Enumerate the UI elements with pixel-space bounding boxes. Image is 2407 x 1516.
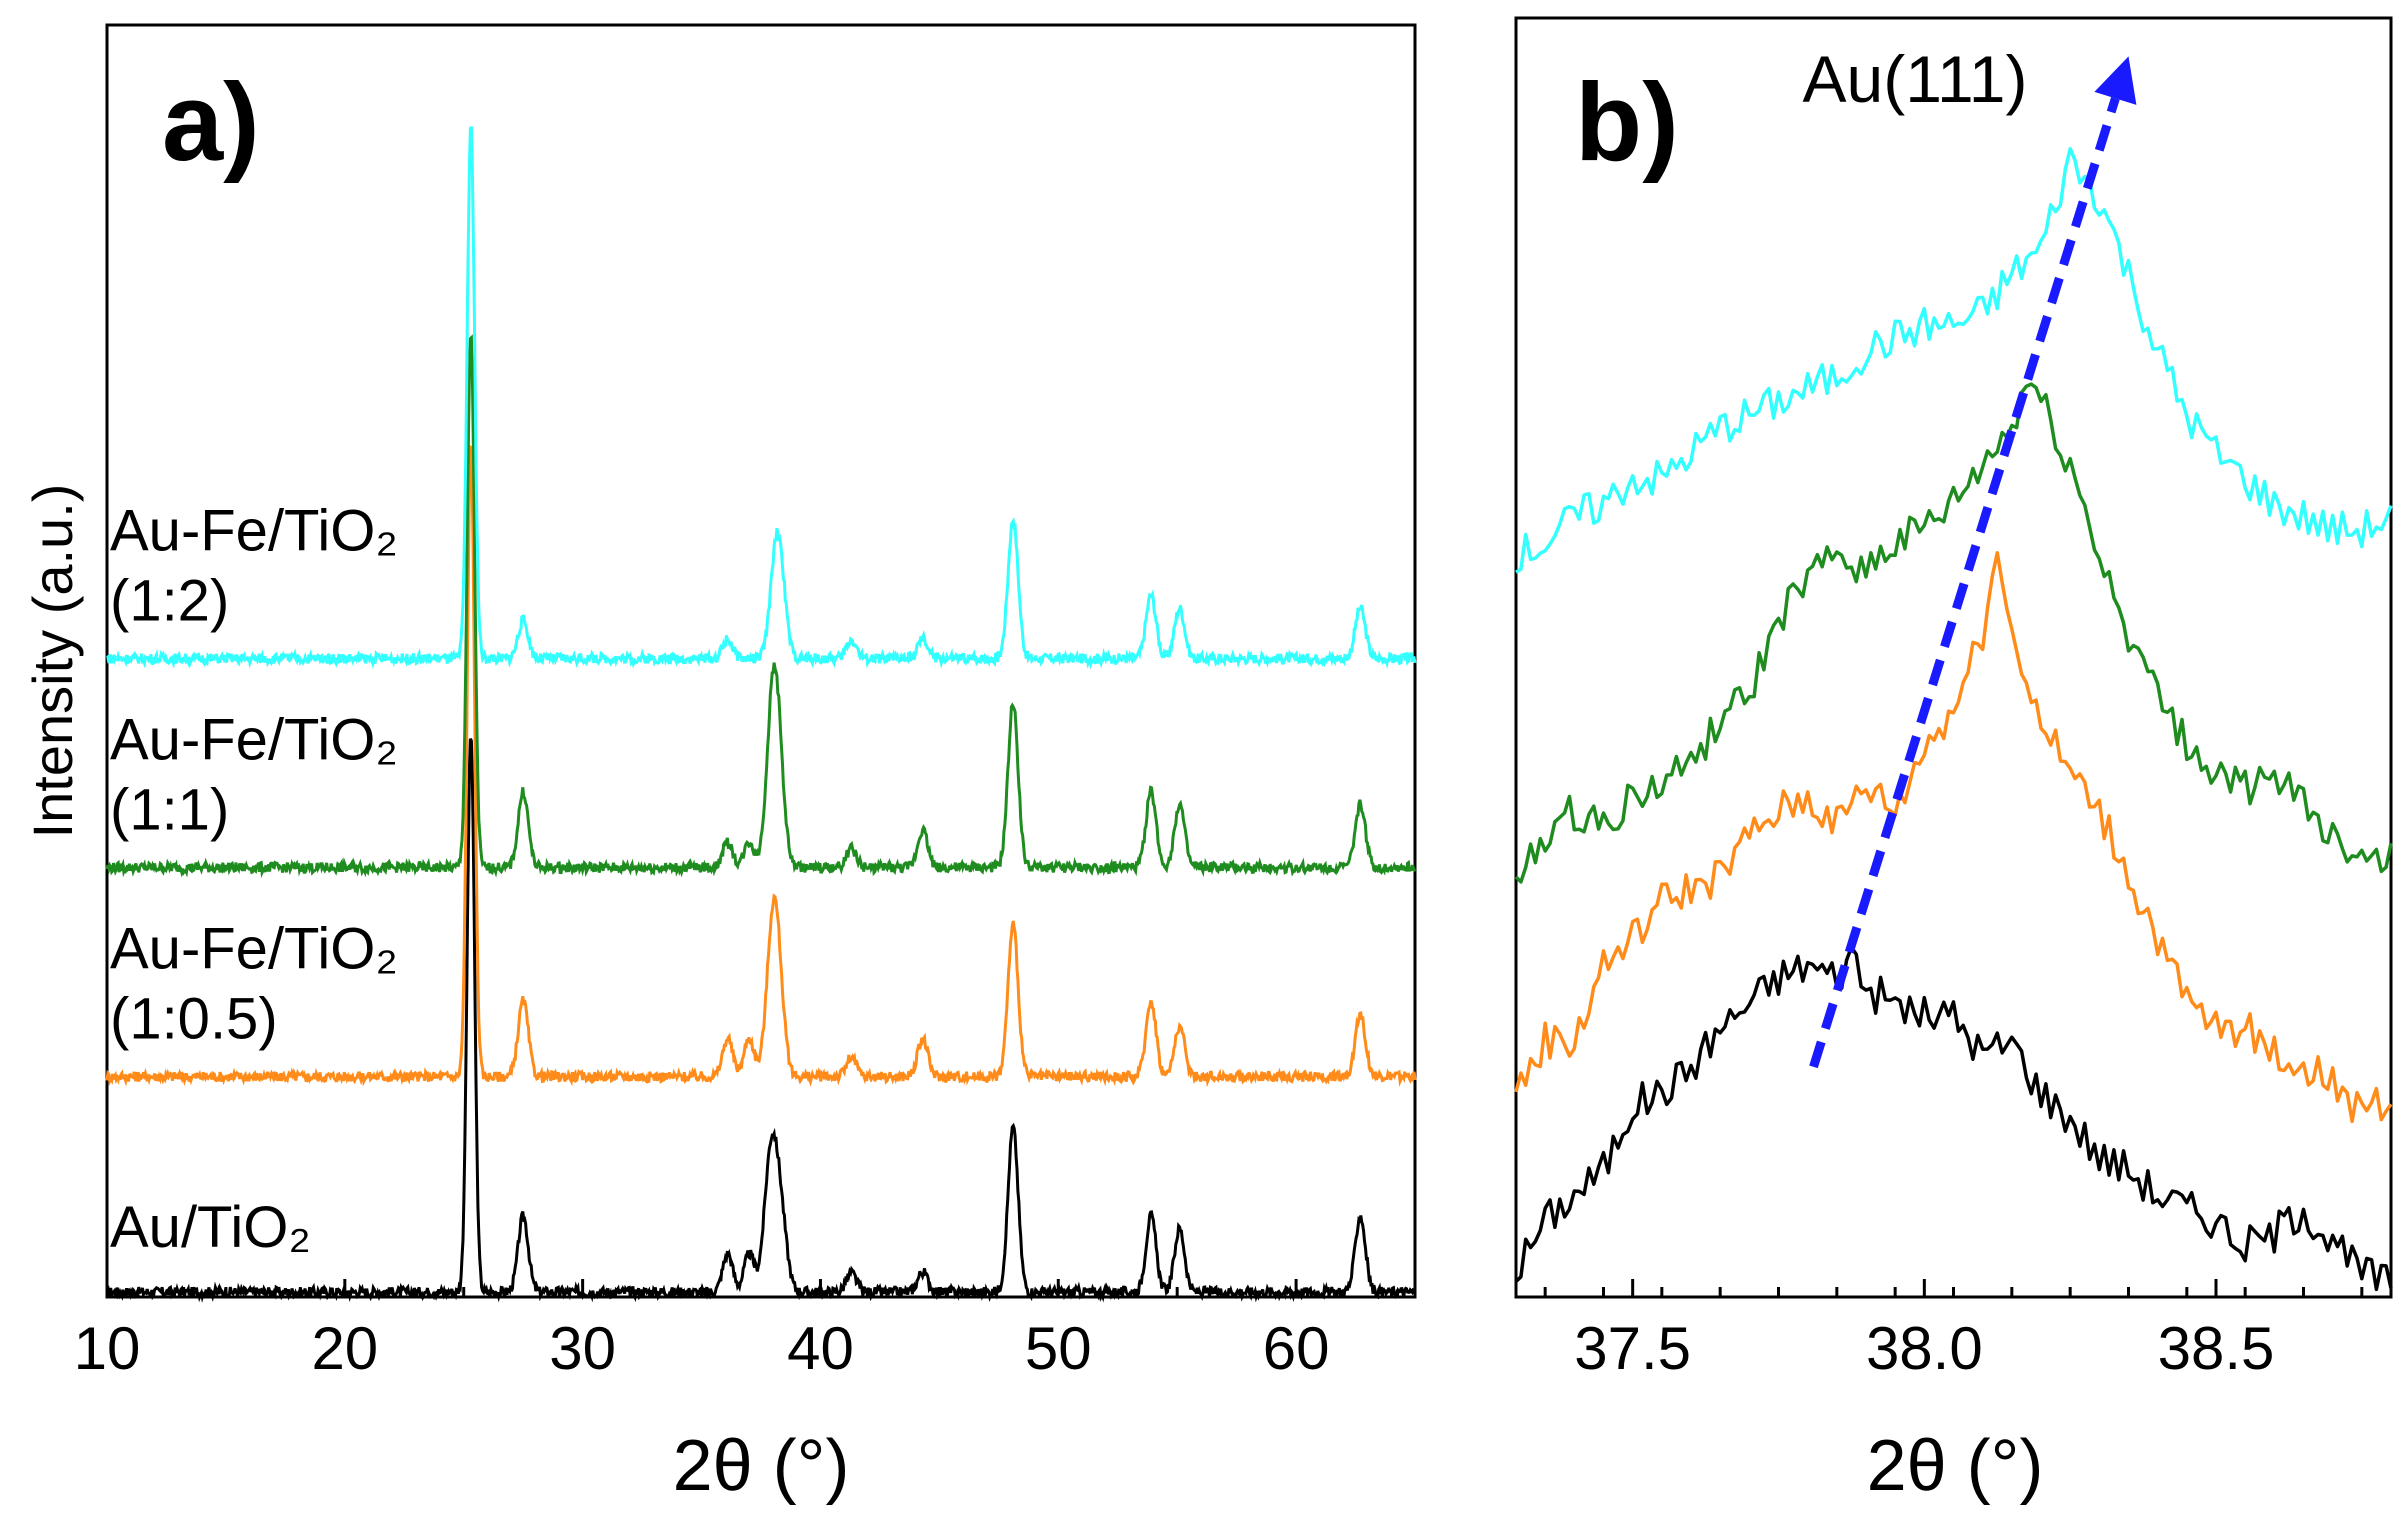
- panel-b-tick-label-2: 38.5: [2158, 1315, 2275, 1382]
- panel-a-series-labels: Au/TiO₂Au-Fe/TiO₂(1:0.5)Au-Fe/TiO₂(1:1)A…: [110, 499, 398, 1261]
- panel-a-label-au-fe-tio2-1-1-0: Au-Fe/TiO₂: [110, 708, 398, 773]
- panel-b-line-au-tio2: [1514, 945, 2393, 1292]
- panel-a-label-au-fe-tio2-1-1-1: (1:1): [110, 778, 229, 843]
- au111-arrow-head: [2094, 56, 2137, 105]
- panel-b: 37.5 38.0 38.5 b) Au(111) 2θ (°): [1514, 16, 2393, 1506]
- panel-b-x-ticks: 37.5 38.0 38.5: [1543, 1279, 2364, 1382]
- panel-a-label-au-fe-tio2-1-0-5-0: Au-Fe/TiO₂: [110, 917, 398, 982]
- au111-arrow-shaft: [1809, 97, 2120, 1069]
- panel-a-label-au-fe-tio2-1-0-5-1: (1:0.5): [110, 987, 278, 1052]
- panel-a-tick-label-50: 50: [1025, 1315, 1092, 1382]
- panel-a-x-ticks: 10 20 30 40 50 60: [74, 1279, 1330, 1382]
- panel-b-line-au-fe-tio2-1-1: [1514, 382, 2393, 884]
- panel-b-tick-label-1: 38.0: [1866, 1315, 1983, 1382]
- panel-a-series: [105, 126, 1417, 1303]
- panel-b-series: [1514, 147, 2393, 1292]
- panel-a-line-au-fe-tio2-1-1: [105, 334, 1417, 879]
- panel-a-label-au-fe-tio2-1-2-0: Au-Fe/TiO₂: [110, 499, 398, 564]
- panel-b-tick-label-0: 37.5: [1574, 1315, 1691, 1382]
- panel-a-y-axis-title: Intensity (a.u.): [21, 484, 84, 839]
- panel-b-x-axis-title: 2θ (°): [1867, 1426, 2044, 1506]
- panel-a-letter: a): [162, 61, 260, 184]
- panel-a-line-au-tio2: [106, 738, 1417, 1303]
- panel-a-line-au-fe-tio2-1-2: [106, 126, 1417, 670]
- au111-annotation: Au(111): [1802, 42, 2027, 116]
- panel-a-x-axis-title: 2θ (°): [673, 1426, 850, 1506]
- panel-a-tick-label-20: 20: [311, 1315, 378, 1382]
- panel-a-tick-label-60: 60: [1263, 1315, 1330, 1382]
- panel-a: Au/TiO₂Au-Fe/TiO₂(1:0.5)Au-Fe/TiO₂(1:1)A…: [21, 23, 1417, 1506]
- panel-a-tick-label-10: 10: [74, 1315, 141, 1382]
- panel-a-label-au-tio2-0: Au/TiO₂: [110, 1195, 311, 1260]
- panel-a-tick-label-30: 30: [549, 1315, 616, 1382]
- panel-a-label-au-fe-tio2-1-2-1: (1:2): [110, 569, 229, 634]
- panel-b-line-au-fe-tio2-1-2: [1515, 147, 2393, 574]
- au111-arrow: [1809, 56, 2137, 1069]
- panel-a-line-au-fe-tio2-1-0-5: [105, 444, 1417, 1088]
- panel-b-line-au-fe-tio2-1-0-5: [1514, 551, 2393, 1124]
- panel-a-tick-label-40: 40: [787, 1315, 854, 1382]
- panel-b-letter: b): [1575, 61, 1679, 184]
